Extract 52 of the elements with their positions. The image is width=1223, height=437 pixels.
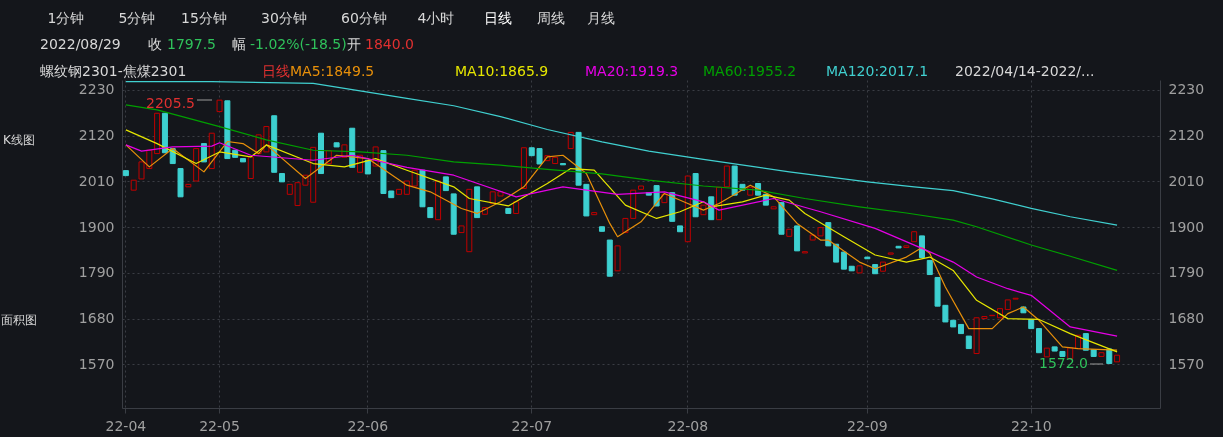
y-tick-label: 1790 <box>78 264 115 281</box>
y-tick-label: 2120 <box>78 127 115 144</box>
y2-tick-label: 1570 <box>1168 355 1205 372</box>
text: -1.02%(-18.5) <box>250 36 347 52</box>
text: K线图 <box>3 133 35 147</box>
text: MA60:1955.2 <box>703 63 797 79</box>
text: 1840.0 <box>365 36 414 52</box>
text: 周线 <box>537 10 565 26</box>
y2-tick-label: 1900 <box>1168 218 1205 235</box>
line-series <box>125 81 1118 226</box>
text: 5分钟 <box>118 10 156 26</box>
annotation: 2205.5 <box>146 95 195 111</box>
annotation: 1572.0 <box>1039 355 1088 371</box>
y2-tick-label: 2120 <box>1168 127 1205 144</box>
text: 开 <box>347 36 361 52</box>
x-tick-label: 22-09 <box>846 417 888 434</box>
y-tick-label: 1680 <box>78 310 115 327</box>
text: 2022/04/14-2022/... <box>955 63 1095 79</box>
text: 2022/08/29 <box>40 36 121 52</box>
text: 1分钟 <box>47 10 85 26</box>
chart-subtitle: 日线 <box>262 63 290 79</box>
x-tick-label: 22-05 <box>199 417 240 434</box>
y2-tick-label: 2010 <box>1168 172 1205 189</box>
x-tick-label: 22-08 <box>667 417 709 434</box>
text: 日线 <box>484 10 512 26</box>
text: 面积图 <box>1 313 37 327</box>
chart-title: 螺纹钢2301-焦煤2301 <box>40 63 187 79</box>
y-tick-label: 2010 <box>78 172 115 189</box>
text: 1797.5 <box>167 36 216 52</box>
y2-tick-label: 1680 <box>1168 310 1205 327</box>
y2-tick-label: 1790 <box>1168 264 1205 281</box>
x-tick-label: 22-06 <box>347 417 389 434</box>
x-tick-label: 22-04 <box>105 417 147 434</box>
candlestick <box>723 165 730 188</box>
text: 月线 <box>587 10 615 26</box>
text: MA10:1865.9 <box>455 63 549 79</box>
x-tick-label: 22-10 <box>1010 417 1052 434</box>
candlestick <box>918 235 925 259</box>
text: 60分钟 <box>341 10 387 26</box>
text: MA20:1919.3 <box>585 63 679 79</box>
x-tick-label: 22-07 <box>511 417 553 434</box>
text: 15分钟 <box>181 10 227 26</box>
y-tick-label: 1570 <box>78 355 115 372</box>
text: 4小时 <box>417 10 455 26</box>
y2-tick-label: 2230 <box>1168 81 1205 98</box>
text: MA120:2017.1 <box>826 63 929 79</box>
y-tick-label: 2230 <box>78 81 115 98</box>
text: 幅 <box>232 36 246 52</box>
text: 收 <box>148 36 162 52</box>
text: MA5:1849.5 <box>290 63 375 79</box>
y-tick-label: 1900 <box>78 218 115 235</box>
text: 30分钟 <box>261 10 307 26</box>
